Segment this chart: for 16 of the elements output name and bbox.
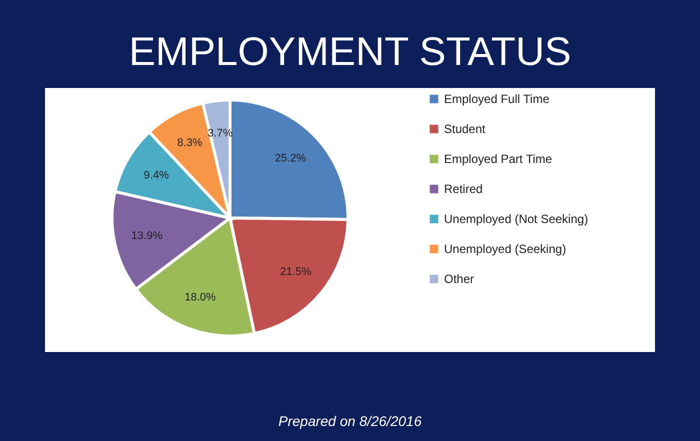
legend-label: Unemployed (Seeking) [444,242,566,256]
data-label: 13.9% [131,230,163,242]
data-label: 9.4% [144,170,170,182]
legend-label: Unemployed (Not Seeking) [444,212,588,226]
legend-label: Student [444,122,486,136]
data-label: 8.3% [177,137,203,150]
text: Prepared on 8/26/2016 [277,413,423,429]
legend-label: Other [444,272,474,286]
legend-label: Employed Part Time [444,152,552,166]
data-label: 25.2% [274,152,306,164]
data-label: 21.5% [280,266,312,278]
data-label: 18.0% [184,292,216,304]
chart-title: EMPLOYMENT STATUS [128,29,572,76]
legend-label: Employed Full Time [444,92,550,106]
data-label: 3.7% [208,128,233,140]
legend-label: Retired [444,182,483,196]
